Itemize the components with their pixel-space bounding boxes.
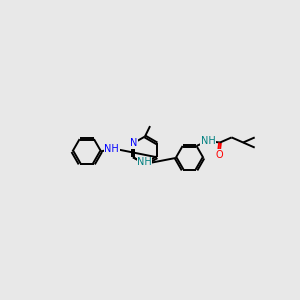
Text: N: N (130, 138, 138, 148)
Text: N: N (141, 160, 149, 170)
Text: NH: NH (104, 144, 119, 154)
Text: NH: NH (137, 158, 152, 167)
Text: NH: NH (201, 136, 215, 146)
Text: O: O (215, 150, 223, 160)
